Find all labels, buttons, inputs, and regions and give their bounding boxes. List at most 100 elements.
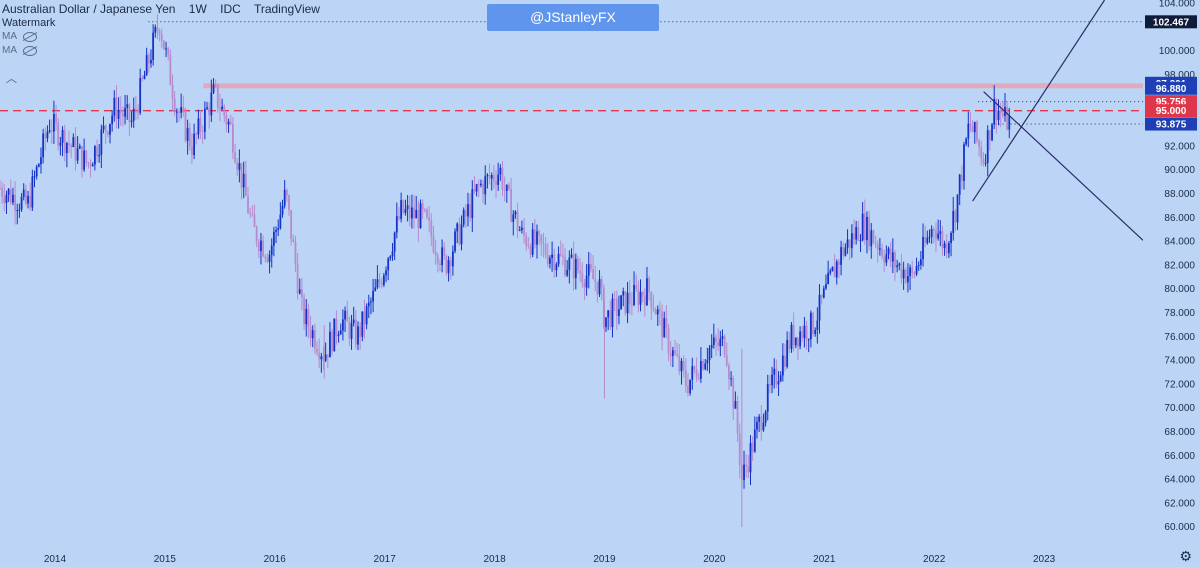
candle-body [219,107,221,110]
candle-body [87,162,90,164]
settings-gear-icon[interactable]: ⚙ [1179,548,1192,564]
candle-body [833,267,836,278]
candle-body [486,174,489,177]
candle-body [988,130,991,141]
candle-body [152,32,155,60]
candle-body [70,144,73,147]
candle-body [822,288,825,298]
candle-body [167,48,170,55]
eye-hidden-icon[interactable] [23,46,37,56]
candle-body [91,164,94,167]
candle-body [704,363,707,370]
candle-body [382,275,385,285]
candle-body [960,174,963,181]
price-tag [1145,104,1197,118]
candle-body [253,214,256,227]
candle-body [65,143,68,154]
candle-body [633,284,635,305]
candle-body [154,27,157,33]
candle-body [3,196,6,203]
price-tag-label: 96.880 [1156,84,1187,95]
candle-body [458,223,461,245]
candle-body [615,298,618,316]
candle-body [376,279,379,288]
candle-body [145,55,148,76]
candle-body [848,239,851,249]
candle-body [59,142,62,146]
candle-body [732,378,735,409]
time-tick-label: 2021 [813,554,836,565]
trend-line[interactable] [983,91,1144,241]
candle-body [691,366,694,380]
candle-body [646,278,648,306]
candle-body [980,147,983,159]
candle-body [374,287,377,291]
candle-body [827,272,830,285]
candle-body [93,146,96,165]
candle-body [883,256,886,263]
candle-body [803,325,806,339]
interval-label[interactable]: 1W [188,2,207,16]
candle-body [564,257,566,276]
candle-body [46,131,49,139]
candle-body [268,254,271,262]
candle-body [654,310,657,315]
candle-body [725,355,728,366]
candle-body [533,229,536,245]
candle-body [413,207,415,219]
candle-body [958,174,961,195]
candle-body [72,137,75,147]
candle-body [447,260,450,274]
candle-body [122,113,124,117]
candle-body [462,209,465,225]
candle-body [337,334,340,336]
platform-label: TradingView [253,2,320,16]
candle-body [896,265,899,268]
indicator-ma-2[interactable]: MA [2,44,330,58]
candle-body [997,110,1000,121]
candle-body [40,157,42,165]
candle-body [227,121,230,125]
candle-body [320,356,323,360]
candle-body [600,279,603,288]
candle-body [240,163,243,188]
candle-body [684,369,687,386]
candle-body [20,197,23,210]
candle-body [900,263,903,279]
candle-body [943,243,946,249]
candle-body [309,327,312,339]
candle-body [275,229,277,232]
candle-body [318,352,321,360]
trend-line[interactable] [972,0,1106,202]
candle-body [398,216,400,219]
candle-body [232,123,234,153]
candle-body [769,384,771,386]
candle-body [283,189,286,206]
candle-body [812,312,814,334]
price-tick-label: 88.000 [1164,189,1195,200]
candle-body [126,104,129,108]
candle-body [326,354,329,358]
candle-body [102,125,105,130]
candle-body [838,261,840,265]
candle-body [559,253,562,256]
candle-body [443,247,446,256]
candle-body [577,258,579,271]
candle-body [5,194,8,203]
candle-body [76,148,79,161]
price-tag [1145,15,1197,29]
candle-body [456,223,459,232]
candle-body [786,339,789,367]
candle-body [557,253,560,265]
candle-body [115,97,118,119]
indicator-ma-1[interactable]: MA [2,30,330,44]
candle-body [760,416,763,431]
candle-body [229,121,232,124]
candle-body [628,292,631,304]
eye-hidden-icon[interactable] [23,32,37,42]
candle-body [846,239,849,248]
chevron-up-icon[interactable]: ︿ [6,73,17,85]
candle-body [926,237,929,244]
candle-body [439,263,441,266]
